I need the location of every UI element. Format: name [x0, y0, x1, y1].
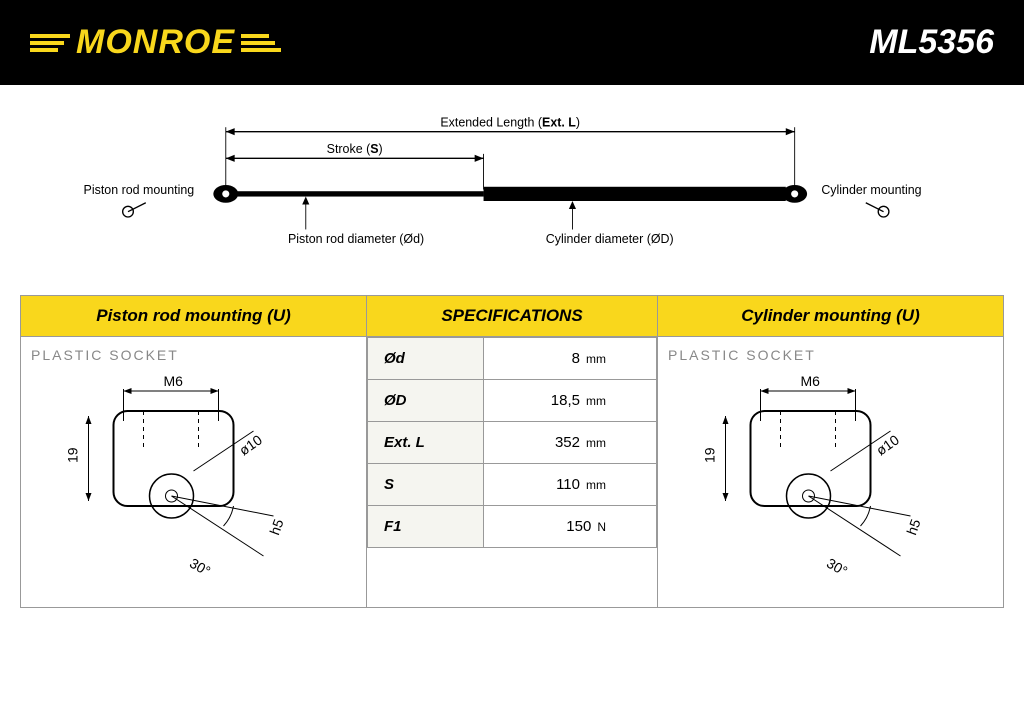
col-header-right: Cylinder mounting (U): [658, 296, 1003, 337]
mount-svg-right: M6 19 ø10 30° h5: [668, 371, 993, 591]
gas-spring-diagram: Extended Length (Ext. L) Stroke (S) Pist…: [0, 85, 1024, 285]
spec-param: Ext. L: [368, 422, 484, 464]
spec-param: Ød: [368, 338, 484, 380]
spec-value: 8mm: [483, 338, 656, 380]
piston-mounting-diagram: PLASTIC SOCKET M6: [21, 337, 366, 607]
svg-text:ø10: ø10: [236, 431, 265, 458]
piston-mounting-col: Piston rod mounting (U) PLASTIC SOCKET M…: [20, 295, 367, 608]
svg-text:M6: M6: [801, 373, 821, 389]
cylinder-mounting-col: Cylinder mounting (U) PLASTIC SOCKET M6 …: [657, 295, 1004, 608]
svg-text:Cylinder diameter (ØD): Cylinder diameter (ØD): [546, 232, 674, 246]
svg-text:30°: 30°: [187, 555, 213, 579]
svg-text:h5: h5: [266, 517, 286, 537]
specifications-col: SPECIFICATIONS Ød 8mm ØD 18,5mm Ext. L 3…: [367, 295, 657, 608]
svg-text:30°: 30°: [824, 555, 850, 579]
spec-section: Piston rod mounting (U) PLASTIC SOCKET M…: [0, 285, 1024, 618]
spec-value: 352mm: [483, 422, 656, 464]
mount-svg-left: M6 19 ø10: [31, 371, 356, 591]
part-number: ML5356: [869, 23, 994, 62]
col-header-mid: SPECIFICATIONS: [367, 296, 657, 337]
spec-param: ØD: [368, 380, 484, 422]
cylinder-mounting-diagram: PLASTIC SOCKET M6 19 ø10: [658, 337, 1003, 607]
svg-text:Piston rod mounting: Piston rod mounting: [84, 183, 195, 197]
spec-table: Ød 8mm ØD 18,5mm Ext. L 352mm S 110mm F1…: [367, 337, 657, 548]
svg-text:Stroke (S): Stroke (S): [327, 142, 383, 156]
spec-row: Ext. L 352mm: [368, 422, 657, 464]
svg-text:M6: M6: [164, 373, 184, 389]
svg-text:19: 19: [65, 447, 81, 463]
svg-text:Cylinder mounting: Cylinder mounting: [821, 183, 921, 197]
svg-text:ø10: ø10: [873, 431, 902, 458]
spec-row: S 110mm: [368, 464, 657, 506]
logo-wing-right: [241, 34, 281, 52]
brand-logo: MONROE: [30, 23, 281, 62]
spec-value: 150N: [483, 506, 656, 548]
svg-text:19: 19: [702, 447, 718, 463]
brand-name: MONROE: [76, 23, 235, 62]
svg-text:Extended Length (Ext. L): Extended Length (Ext. L): [440, 115, 580, 129]
spec-row: ØD 18,5mm: [368, 380, 657, 422]
logo-wing-left: [30, 34, 70, 52]
spec-row: F1 150N: [368, 506, 657, 548]
spec-value: 18,5mm: [483, 380, 656, 422]
col-header-left: Piston rod mounting (U): [21, 296, 366, 337]
spec-param: F1: [368, 506, 484, 548]
svg-text:Piston rod diameter (Ød): Piston rod diameter (Ød): [288, 232, 424, 246]
socket-label-right: PLASTIC SOCKET: [668, 347, 993, 363]
spec-row: Ød 8mm: [368, 338, 657, 380]
header-band: MONROE ML5356: [0, 0, 1024, 85]
spec-param: S: [368, 464, 484, 506]
diagram-svg: Extended Length (Ext. L) Stroke (S) Pist…: [30, 105, 994, 265]
spec-value: 110mm: [483, 464, 656, 506]
svg-text:h5: h5: [903, 517, 923, 537]
socket-label-left: PLASTIC SOCKET: [31, 347, 356, 363]
